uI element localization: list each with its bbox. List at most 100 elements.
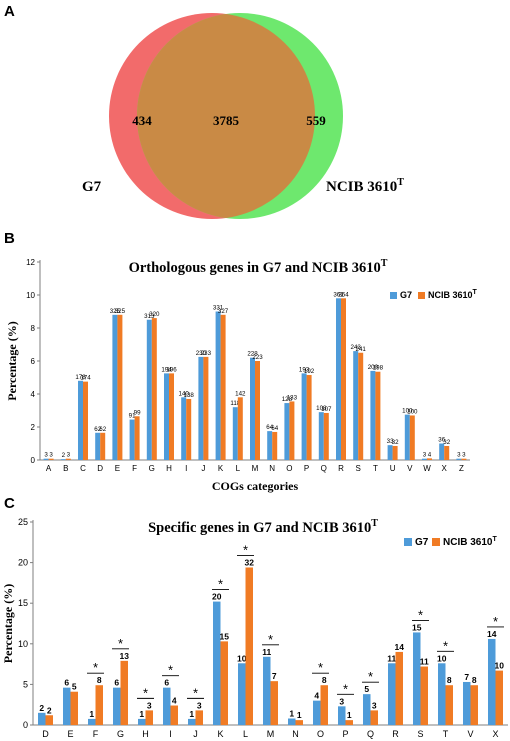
- venn-overlap: [137, 13, 315, 219]
- chart-c-data-label: 6: [164, 678, 169, 688]
- chart-b-data-label: 313: [144, 313, 155, 320]
- chart-b-data-label: 100: [407, 408, 418, 415]
- chart-c-bar-ncib: [370, 710, 378, 725]
- chart-b-ytick-label: 0: [31, 456, 36, 465]
- chart-b-xtick-label: X: [442, 464, 448, 473]
- chart-b-data-label: 230: [196, 350, 207, 357]
- chart-b-bar-ncib: [444, 445, 450, 460]
- chart-c-bar-ncib: [145, 710, 153, 725]
- chart-c-data-label: 8: [447, 675, 452, 685]
- chart-b-xtick-label: H: [166, 464, 172, 473]
- chart-b-bar-g7: [112, 314, 118, 460]
- chart-specific: Specific genes in G7 and NCIB 3610TPerce…: [1, 517, 508, 739]
- chart-c-bar-ncib: [495, 670, 503, 725]
- chart-orthologous: Orthologous genes in G7 and NCIB 3610T Pe…: [5, 258, 478, 493]
- chart-c-bar-g7: [338, 706, 346, 725]
- chart-b-data-label: 174: [80, 375, 91, 382]
- chart-b-ytick-label: 12: [26, 258, 35, 267]
- chart-b-bar-g7: [387, 445, 393, 460]
- chart-c-xtick-label: R: [392, 729, 399, 739]
- chart-c-data-label: 2: [47, 705, 52, 715]
- chart-b-bar-g7: [164, 373, 169, 460]
- chart-c-significance-star: *: [343, 681, 348, 696]
- chart-c-data-label: 14: [487, 629, 497, 639]
- chart-c-data-label: 6: [64, 678, 69, 688]
- chart-b-bar-ncib: [272, 431, 278, 460]
- chart-b-xtick-label: N: [269, 464, 275, 473]
- chart-b-xtick-label: I: [185, 464, 187, 473]
- chart-b-title: Orthologous genes in G7 and NCIB 3610T: [129, 258, 388, 276]
- chart-c-significance-star: *: [93, 660, 98, 675]
- chart-b-data-label: 192: [304, 368, 315, 375]
- chart-c-data-label: 32: [245, 557, 255, 567]
- chart-b-bar-g7: [284, 403, 290, 460]
- chart-b-data-label: 99: [134, 409, 141, 416]
- chart-c-data-label: 4: [314, 691, 319, 701]
- chart-c-xtick-label: F: [93, 729, 99, 739]
- chart-b-ylabel: Percentage (%): [5, 321, 19, 400]
- chart-b-data-label: 325: [110, 308, 121, 315]
- chart-b-data-label: 36: [438, 437, 445, 444]
- chart-c-bar-g7: [363, 694, 371, 725]
- chart-b-bar-ncib: [48, 458, 54, 460]
- chart-c-bar-ncib: [220, 641, 228, 725]
- chart-c-data-label: 1: [347, 710, 352, 720]
- chart-c-legend: G7 NCIB 3610T: [404, 536, 497, 548]
- chart-b-bar-ncib: [203, 356, 209, 460]
- venn-label-g7: G7: [82, 179, 102, 195]
- chart-b-data-label: 243: [351, 344, 362, 351]
- chart-b-xtick-label: C: [80, 464, 86, 473]
- chart-b-data-label: 228: [247, 351, 258, 358]
- chart-b-bar-ncib: [220, 314, 226, 460]
- chart-b-data-label: 91: [129, 413, 136, 420]
- chart-c-data-label: 10: [437, 653, 447, 663]
- chart-c-bar-ncib: [395, 651, 403, 725]
- chart-b-xtick-label: L: [236, 464, 241, 473]
- chart-c-legend-swatch-ncib: [432, 538, 440, 546]
- chart-c-data-label: 13: [120, 651, 130, 661]
- chart-c-significance-star: *: [193, 685, 198, 700]
- chart-c-title-main: Specific genes in G7 and NCIB 3610: [148, 520, 371, 536]
- chart-c-bar-ncib: [470, 685, 478, 725]
- chart-b-bar-g7: [439, 443, 445, 460]
- chart-c-xtick-label: S: [417, 729, 423, 739]
- chart-b-bar-g7: [78, 380, 83, 460]
- chart-c-bar-ncib: [445, 685, 453, 725]
- chart-b-xlabel: COGs categories: [212, 479, 299, 493]
- chart-b-legend: G7 NCIB 3610T: [390, 289, 478, 300]
- chart-c-bar-ncib: [295, 720, 303, 725]
- chart-b-data-label: 3: [49, 452, 53, 459]
- chart-c-title-sup: T: [371, 518, 378, 529]
- chart-c-bar-g7: [438, 663, 446, 725]
- chart-b-ytick-label: 4: [31, 390, 36, 399]
- chart-b-data-label: 138: [184, 392, 195, 399]
- venn-right-only-count: 559: [306, 113, 326, 128]
- chart-c-xtick-label: L: [243, 729, 248, 739]
- chart-b-bar-g7: [60, 459, 66, 460]
- chart-c-xtick-label: J: [193, 729, 198, 739]
- chart-c-significance-star: *: [218, 577, 223, 592]
- chart-b-data-label: 33: [387, 438, 394, 445]
- chart-b-xtick-label: D: [97, 464, 103, 473]
- venn-left-only-count: 434: [132, 113, 152, 128]
- chart-b-bar-ncib: [323, 412, 329, 460]
- chart-b-xtick-label: G: [149, 464, 155, 473]
- chart-b-bar-ncib: [237, 397, 243, 460]
- chart-b-data-label: 233: [201, 350, 212, 357]
- chart-c-data-label: 1: [189, 709, 194, 719]
- chart-b-data-label: 64: [271, 425, 278, 432]
- chart-b-xtick-label: Q: [321, 464, 327, 473]
- chart-b-data-label: 4: [428, 451, 432, 458]
- chart-b-bar-g7: [456, 458, 462, 460]
- panel-a-letter: A: [4, 3, 15, 20]
- chart-c-xtick-label: T: [443, 729, 449, 739]
- chart-c-bar-ncib: [120, 660, 128, 725]
- chart-c-legend-swatch-g7: [404, 538, 412, 546]
- chart-c-xtick-label: G: [117, 729, 124, 739]
- chart-c-bar-ncib: [320, 685, 328, 725]
- chart-c-bar-g7: [163, 687, 171, 725]
- chart-c-xtick-label: E: [67, 729, 73, 739]
- chart-c-xtick-label: H: [142, 729, 149, 739]
- chart-b-data-label: 364: [338, 291, 349, 298]
- chart-b-bar-g7: [301, 373, 307, 460]
